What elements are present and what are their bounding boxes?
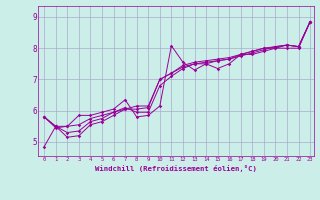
X-axis label: Windchill (Refroidissement éolien,°C): Windchill (Refroidissement éolien,°C)	[95, 165, 257, 172]
